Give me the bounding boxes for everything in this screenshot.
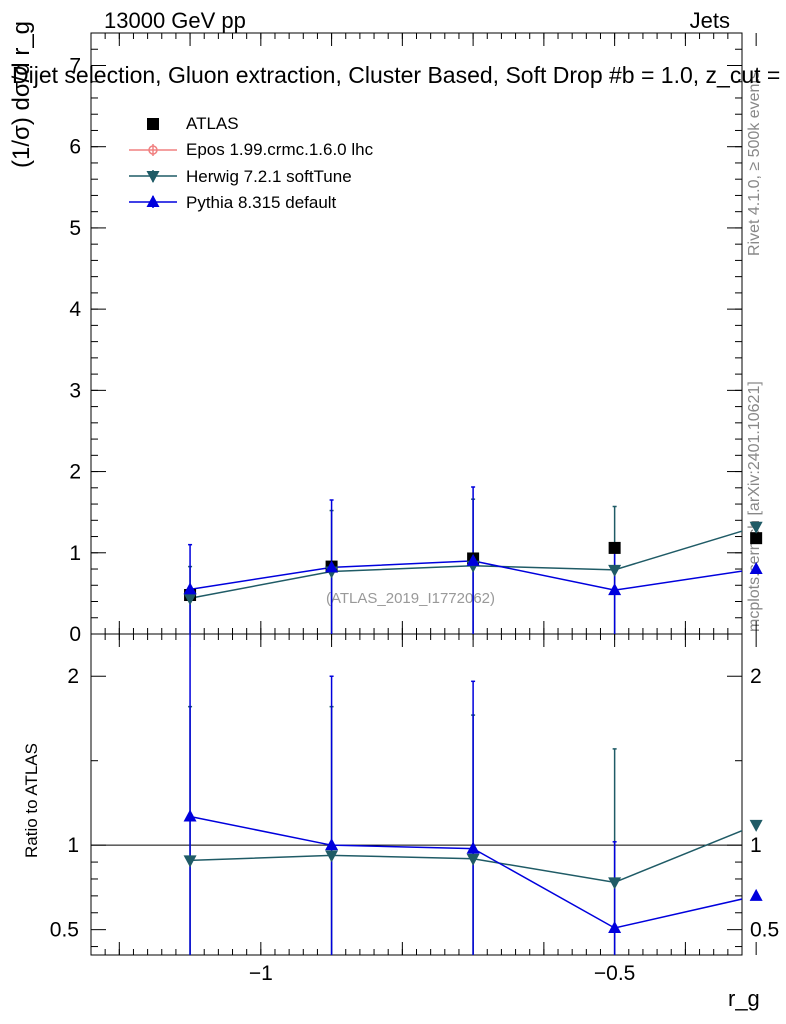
main-line-pythia <box>189 560 742 591</box>
ratio-tick-label-right: 1 <box>750 834 762 857</box>
y-tick-label: 7 <box>69 54 81 77</box>
ratio-series-group <box>188 634 742 955</box>
legend-marker-herwig <box>146 171 160 183</box>
plot-title: Dijet selection, Gluon extraction, Clust… <box>12 62 781 88</box>
ratio-tick-label-left: 0.5 <box>50 919 79 942</box>
analysis-watermark: (ATLAS_2019_I1772062) <box>326 590 496 607</box>
ratio-line-pythia <box>189 815 742 929</box>
y-tick-label: 1 <box>69 542 81 565</box>
x-tick-label: −1 <box>249 962 273 985</box>
ratio-tick-label-right: 0.5 <box>750 919 779 942</box>
main-line-herwig <box>189 530 742 600</box>
ratio-point-pythia <box>183 809 197 822</box>
ratio-tick-label-left: 2 <box>67 665 79 688</box>
ratio-point-pythia <box>466 841 480 854</box>
y-tick-label: 3 <box>69 379 81 402</box>
legend-label-herwig: Herwig 7.2.1 softTune <box>186 167 352 186</box>
legend-marker-atlas <box>147 118 159 130</box>
x-tick-label: −0.5 <box>594 962 635 985</box>
ratio-point-herwig <box>325 850 339 863</box>
ratio-point-herwig <box>749 819 763 832</box>
y-tick-label: 0 <box>69 623 81 646</box>
ratio-panel-frame <box>90 633 743 956</box>
main-point-herwig <box>608 564 622 577</box>
ratio-tick-label-left: 1 <box>67 834 79 857</box>
y-tick-label: 4 <box>69 298 81 321</box>
x-axis-label: r_g <box>728 986 760 1011</box>
main-point-atlas <box>750 532 763 545</box>
legend-label-epos: Epos 1.99.crmc.1.6.0 lhc <box>186 140 374 159</box>
main-point-atlas <box>608 541 621 554</box>
y-tick-label: 2 <box>69 461 81 484</box>
main-point-pythia <box>325 560 339 573</box>
ratio-point-pythia <box>749 888 763 901</box>
main-point-herwig <box>749 521 763 534</box>
y-tick-label: 5 <box>69 217 81 240</box>
ratio-point-pythia <box>325 838 339 851</box>
main-point-pythia <box>749 562 763 575</box>
legend-label-atlas: ATLAS <box>186 114 239 133</box>
y-tick-label: 6 <box>69 136 81 159</box>
category-label: Jets <box>689 8 730 33</box>
main-point-pythia <box>183 582 197 595</box>
ratio-point-pythia <box>608 920 622 933</box>
ratio-point-herwig <box>608 877 622 890</box>
main-panel-frame <box>90 32 743 635</box>
ratio-tick-label-right: 2 <box>750 665 762 688</box>
ratio-line-herwig <box>190 829 742 884</box>
ratio-point-herwig <box>466 853 480 866</box>
main-point-herwig <box>183 593 197 606</box>
energy-label: 13000 GeV pp <box>104 8 246 33</box>
ratio-point-herwig <box>183 855 197 868</box>
legend-label-pythia: Pythia 8.315 default <box>186 193 337 212</box>
legend-marker-pythia <box>146 195 160 207</box>
legend-marker-epos <box>148 145 158 155</box>
main-series-group <box>188 486 742 634</box>
main-point-pythia <box>466 553 480 566</box>
main-point-pythia <box>608 583 622 596</box>
